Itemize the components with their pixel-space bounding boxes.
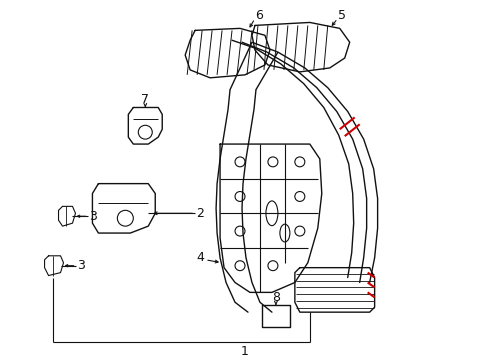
Text: 1: 1	[241, 345, 248, 358]
Text: 3: 3	[89, 210, 97, 223]
Text: 4: 4	[196, 251, 203, 264]
Text: 8: 8	[271, 291, 279, 304]
Text: 2: 2	[196, 207, 203, 220]
Text: 7: 7	[141, 93, 149, 106]
Text: 3: 3	[78, 259, 85, 272]
Text: 5: 5	[337, 9, 345, 22]
Text: 6: 6	[255, 9, 263, 22]
